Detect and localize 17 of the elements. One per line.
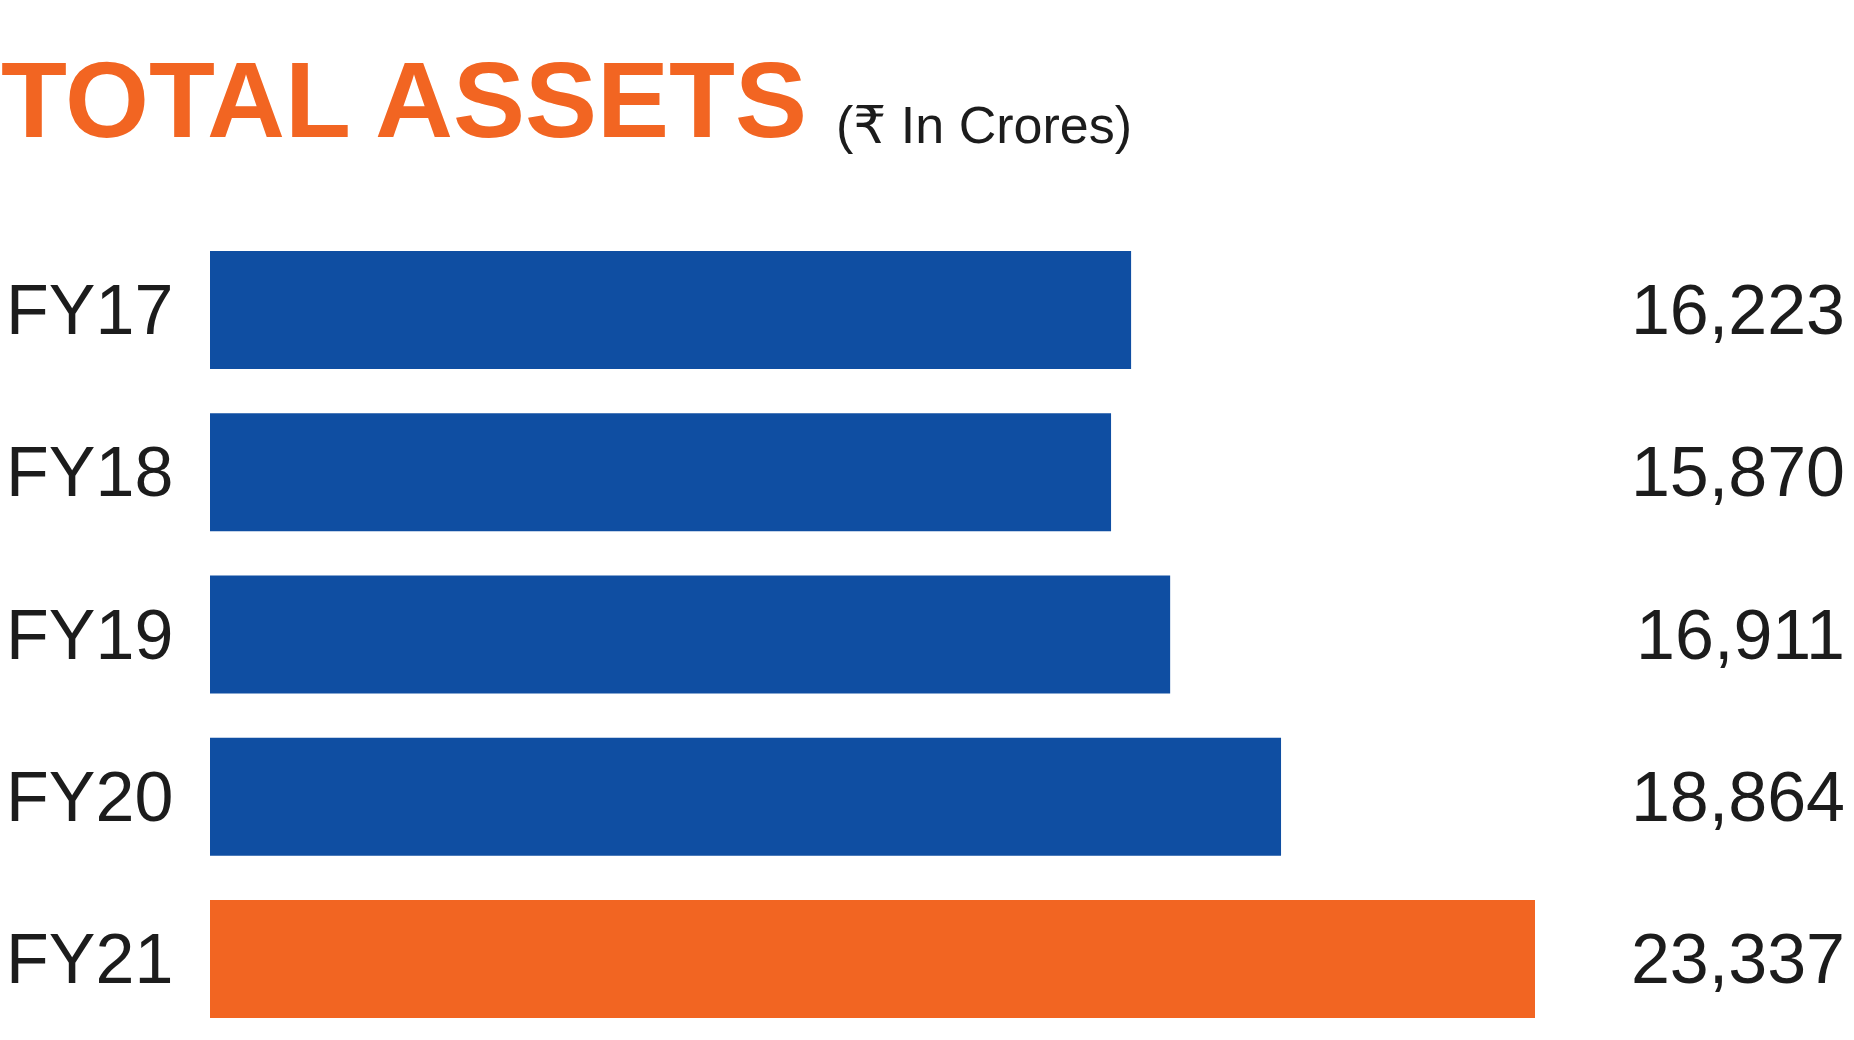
data-label: 18,864	[1630, 757, 1845, 836]
data-label: 16,223	[1630, 271, 1845, 350]
data-label: 16,911	[1636, 595, 1845, 674]
y-tick-label: FY18	[6, 433, 174, 512]
data-label: 15,870	[1630, 433, 1845, 512]
data-label: 23,337	[1630, 919, 1845, 998]
bar	[210, 575, 1171, 694]
chart-subtitle: (₹ In Crores)	[836, 96, 1133, 154]
y-tick-label: FY21	[6, 919, 174, 998]
bar	[210, 737, 1282, 856]
bar	[210, 251, 1132, 370]
chart-title: TOTAL ASSETS	[1, 38, 808, 160]
y-tick-label: FY19	[6, 595, 174, 674]
y-tick-label: FY17	[6, 271, 174, 350]
bar	[210, 899, 1535, 1018]
bar	[210, 413, 1112, 532]
y-tick-label: FY20	[6, 757, 174, 836]
